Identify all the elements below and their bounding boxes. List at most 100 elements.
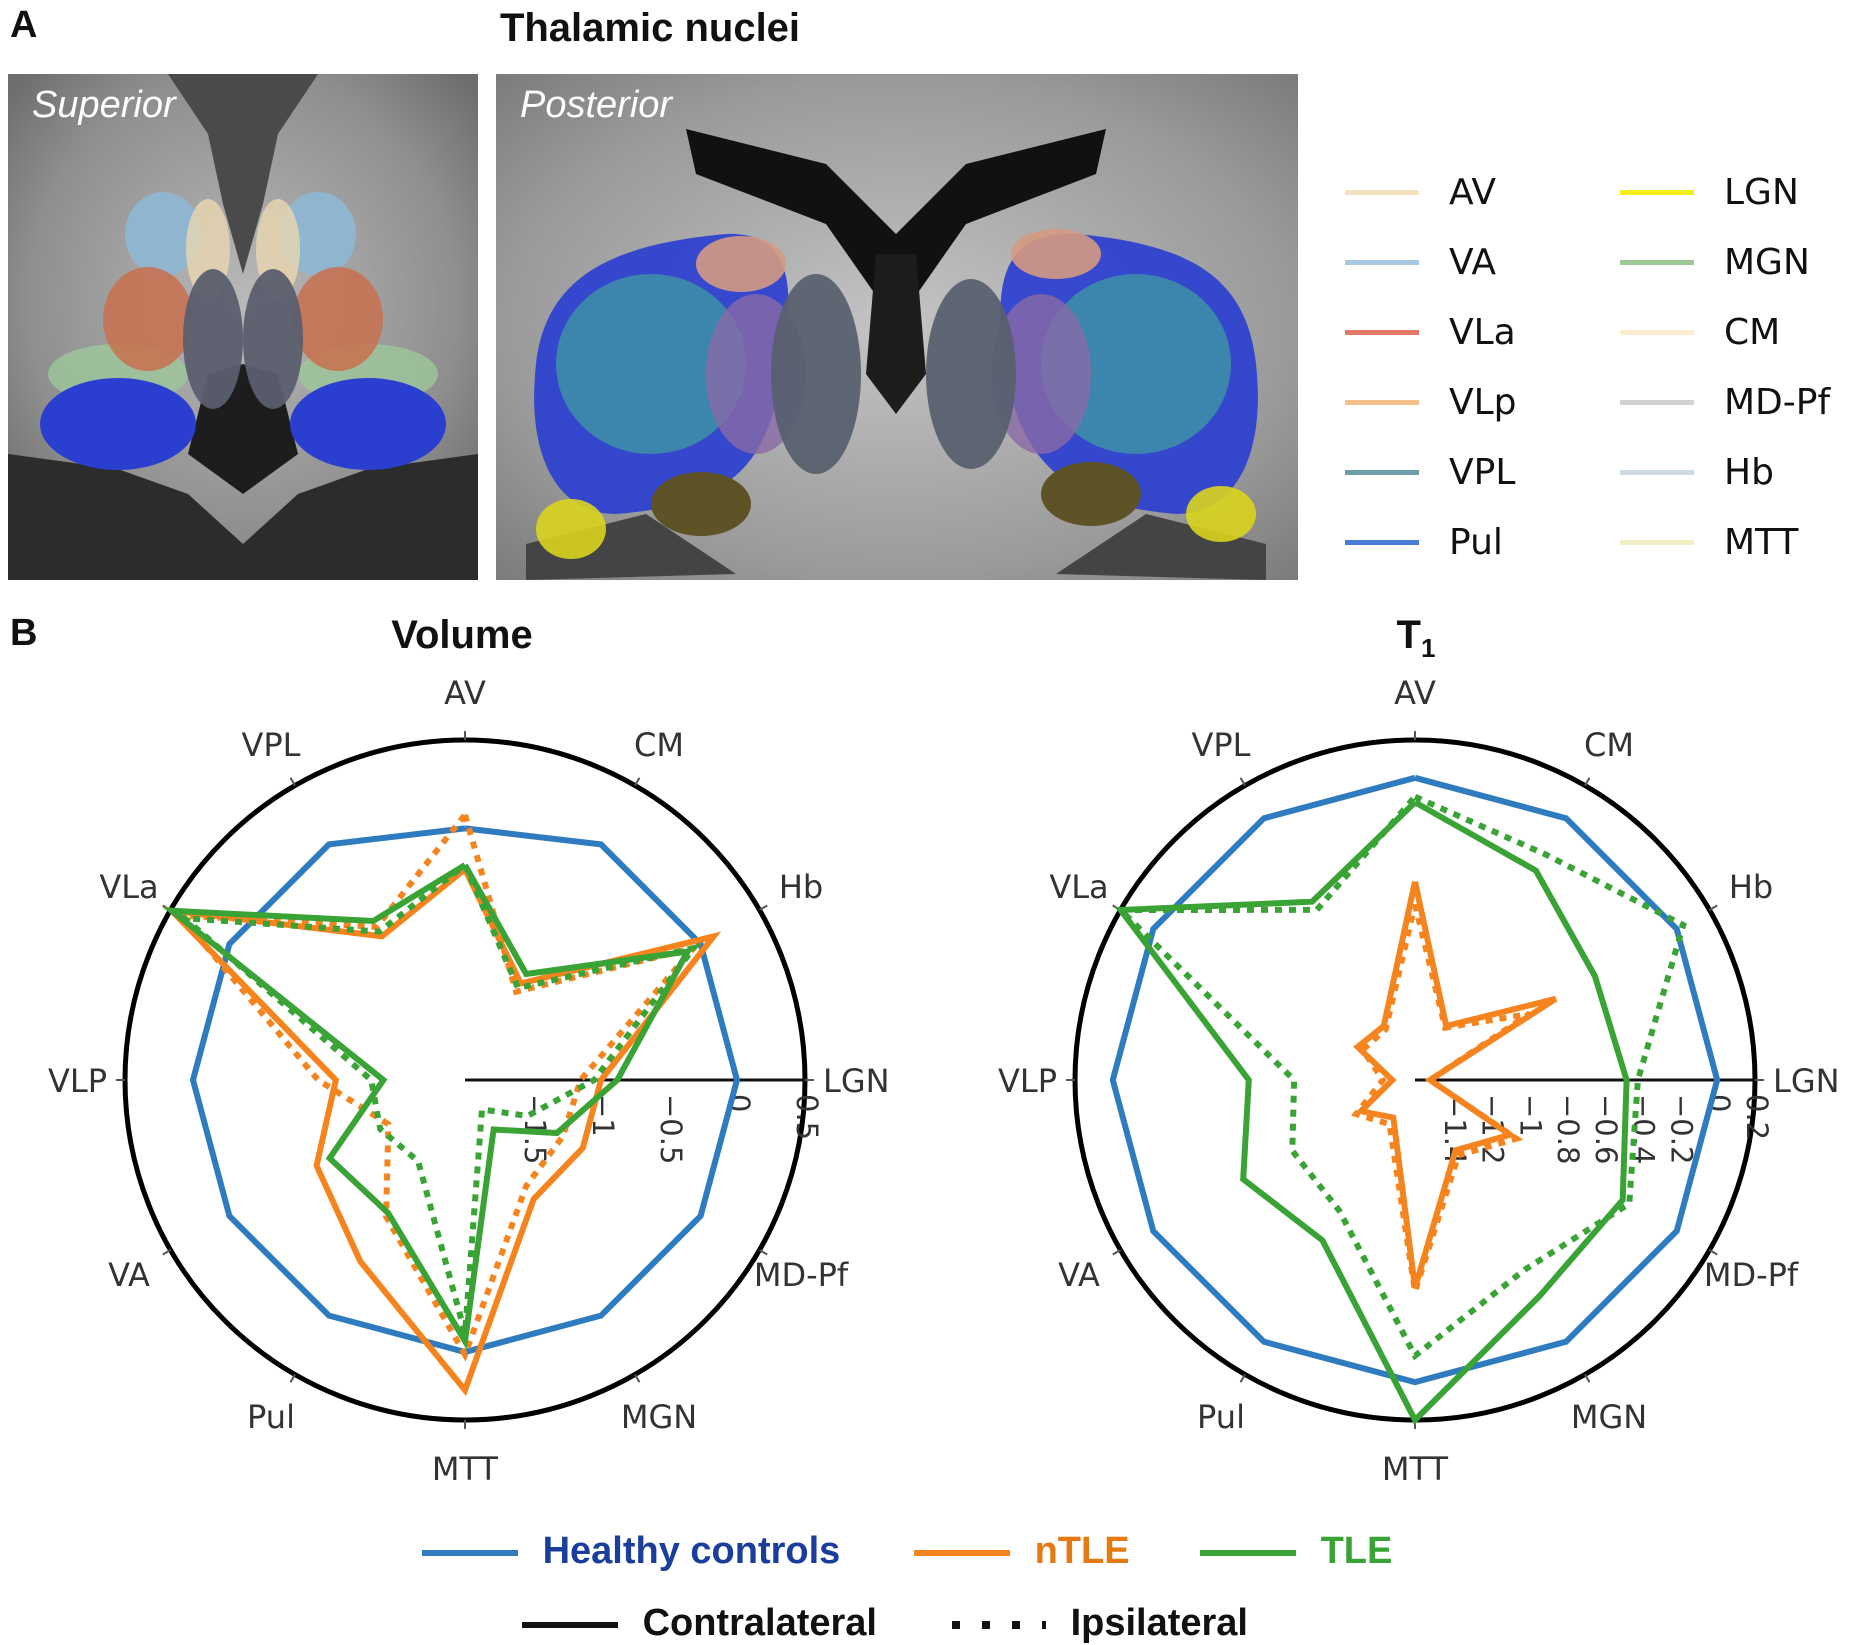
legend-line-dotted: [952, 1620, 1046, 1629]
angular-tick: [162, 1249, 172, 1256]
radial-tick-label-group: −0.2: [1664, 1094, 1698, 1164]
series-tle-contralateral: [162, 862, 694, 1350]
angular-tick: [1239, 777, 1246, 787]
panel-a-letter: A: [10, 4, 38, 46]
legend-swatch: [1620, 540, 1694, 545]
t1-chart-title: T1: [1216, 613, 1616, 664]
posterior-view-image: Posterior: [496, 74, 1298, 580]
legend-swatch: [1620, 470, 1694, 475]
radial-tick-label: −0.6: [1589, 1094, 1623, 1164]
axis-label: AV: [1394, 674, 1436, 712]
legend-swatch: [1620, 400, 1694, 405]
legend-label: CM: [1724, 312, 1781, 353]
angular-tick: [1584, 777, 1591, 787]
legend-label: MGN: [1724, 242, 1810, 283]
angular-tick: [289, 1373, 296, 1383]
volume-chart-title: Volume: [262, 613, 662, 664]
legend-ipsilateral: Ipsilateral: [948, 1602, 1248, 1645]
axis-label: AV: [444, 674, 486, 712]
radial-tick-label-group: −0.6: [1589, 1094, 1623, 1164]
legend-swatch: [1620, 190, 1694, 195]
legend-swatch: [1345, 400, 1419, 405]
series-ntle-ipsilateral: [1351, 903, 1532, 1293]
legend-label-controls: Healthy controls: [542, 1530, 841, 1572]
series-tle-ipsilateral: [1113, 793, 1687, 1361]
axis-label: LGN: [1773, 1062, 1840, 1100]
angular-tick: [1239, 1373, 1246, 1383]
axis-label: MTT: [432, 1450, 499, 1488]
legend-ntle: nTLE: [912, 1530, 1130, 1573]
legend-label: Pul: [1449, 522, 1503, 563]
superior-view-image: Superior: [8, 74, 478, 580]
angular-tick: [289, 777, 296, 787]
axis-label: VPL: [241, 726, 300, 764]
axis-label: MD-Pf: [754, 1256, 849, 1294]
axis-label: Hb: [1729, 868, 1773, 906]
angular-tick: [634, 777, 641, 787]
series-healthy-controls-contralateral: [1109, 774, 1721, 1386]
legend-healthy-controls: Healthy controls: [420, 1530, 840, 1573]
angular-tick: [758, 1249, 768, 1256]
legend-tle: TLE: [1198, 1530, 1392, 1573]
axis-label: MD-Pf: [1704, 1256, 1799, 1294]
panel-b-letter: B: [10, 612, 38, 654]
axis-label: VPL: [1191, 726, 1250, 764]
legend-line-tle: [1200, 1549, 1296, 1556]
radial-tick-label: −0.8: [1551, 1094, 1585, 1164]
series-healthy-controls-contralateral: [189, 825, 741, 1356]
panel-a-title: Thalamic nuclei: [499, 6, 801, 50]
superior-view-illustration: [8, 74, 478, 580]
legend-label: VPL: [1449, 452, 1516, 493]
legend-swatch: [1345, 190, 1419, 195]
axis-label: MGN: [1571, 1398, 1647, 1436]
axis-label: Pul: [1197, 1398, 1245, 1436]
axis-label: CM: [634, 726, 684, 764]
legend-contralateral: Contralateral: [520, 1602, 877, 1645]
legend-line-controls: [422, 1549, 518, 1556]
legend-swatch: [1620, 260, 1694, 265]
t1-title-sub: 1: [1420, 633, 1436, 663]
legend-label: VA: [1449, 242, 1496, 283]
legend-line-solid: [522, 1621, 618, 1628]
volume-title-text: Volume: [391, 613, 533, 657]
legend-label: VLp: [1449, 382, 1517, 423]
angular-tick: [634, 1373, 641, 1383]
legend-label-ipsilateral: Ipsilateral: [1070, 1602, 1248, 1644]
legend-label: AV: [1449, 172, 1496, 213]
radial-tick-label-group: 0.5: [790, 1094, 824, 1140]
t1-title-text: T: [1396, 613, 1421, 657]
axis-label: VLP: [998, 1062, 1057, 1100]
legend-swatch: [1345, 330, 1419, 335]
radial-tick-label: 0.5: [790, 1094, 824, 1140]
radial-tick-label: −1: [1513, 1094, 1547, 1137]
axis-label: Pul: [247, 1398, 295, 1436]
axis-label: VLP: [48, 1062, 107, 1100]
legend-swatch: [1345, 260, 1419, 265]
axis-label: MGN: [621, 1398, 697, 1436]
axis-label: Hb: [779, 868, 823, 906]
legend-label-tle: TLE: [1320, 1530, 1393, 1572]
angular-tick: [1112, 1249, 1122, 1256]
angular-tick: [758, 904, 768, 911]
axis-label: LGN: [823, 1062, 890, 1100]
posterior-view-label: Posterior: [520, 84, 673, 126]
legend-label-ntle: nTLE: [1034, 1530, 1130, 1572]
axis-label: VA: [108, 1256, 150, 1294]
legend-label: MTT: [1724, 522, 1799, 563]
legend-line-ntle: [914, 1549, 1010, 1556]
legend-swatch: [1345, 470, 1419, 475]
series-tle-ipsilateral: [175, 862, 701, 1334]
legend-label: LGN: [1724, 172, 1799, 213]
axis-label: CM: [1584, 726, 1634, 764]
angular-tick: [1708, 1249, 1718, 1256]
axis-label: MTT: [1382, 1450, 1449, 1488]
angular-tick: [1584, 1373, 1591, 1383]
radial-tick-label-group: −1: [1513, 1094, 1547, 1137]
angular-tick: [1708, 904, 1718, 911]
radial-tick-label-group: −0.8: [1551, 1094, 1585, 1164]
legend-label: MD-Pf: [1724, 382, 1831, 423]
radial-tick-label-group: 0.2: [1740, 1094, 1774, 1140]
posterior-view-illustration: [496, 74, 1298, 580]
